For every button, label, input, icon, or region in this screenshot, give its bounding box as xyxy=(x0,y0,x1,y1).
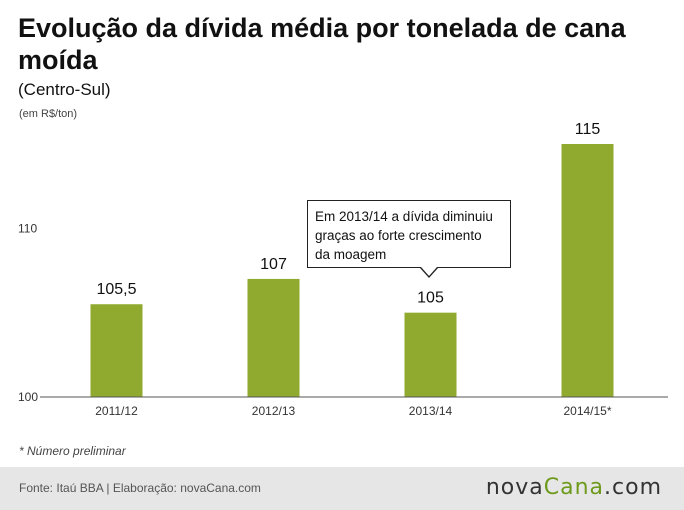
bar-2 xyxy=(404,312,457,397)
x-tick-label-3: 2014/15* xyxy=(563,404,611,418)
annotation-line-1: Em 2013/14 a dívida diminuiu xyxy=(315,209,493,224)
logo-text-com: .com xyxy=(604,475,662,500)
data-label-2: 105 xyxy=(417,290,444,307)
annotation-callout: Em 2013/14 a dívida diminuiu graças ao f… xyxy=(307,200,511,268)
unit-label: (em R$/ton) xyxy=(19,108,78,120)
chart-title: Evolução da dívida média por tonelada de… xyxy=(18,13,626,75)
bar-chart: 100 110 105,5 2011/12 107 2012/13 105 2013/14 11… xyxy=(18,121,668,418)
logo-text-nova: nova xyxy=(485,475,544,500)
bar-3 xyxy=(561,144,614,397)
logo-text-cana: Cana xyxy=(543,475,605,500)
bar-1 xyxy=(247,278,300,397)
x-tick-label-1: 2012/13 xyxy=(252,404,296,418)
y-tick-label-1: 110 xyxy=(18,221,37,235)
novacana-logo: novaCana.com xyxy=(486,475,662,500)
y-tick-label-0: 100 xyxy=(18,390,38,404)
chart-subtitle: (Centro-Sul) xyxy=(18,80,111,99)
annotation-line-2: graças ao forte crescimento xyxy=(315,228,482,243)
x-tick-label-2: 2013/14 xyxy=(409,404,453,418)
data-label-1: 107 xyxy=(260,256,287,273)
data-label-3: 115 xyxy=(575,121,601,138)
data-label-0: 105,5 xyxy=(96,281,136,298)
annotation-line-3: da moagem xyxy=(315,247,387,262)
footer-bar: Fonte: Itaú BBA | Elaboração: novaCana.c… xyxy=(0,467,684,510)
bar-0 xyxy=(90,304,143,397)
x-tick-label-0: 2011/12 xyxy=(95,404,138,418)
footnote: * Número preliminar xyxy=(19,444,126,458)
source-credit: Fonte: Itaú BBA | Elaboração: novaCana.c… xyxy=(19,481,261,495)
